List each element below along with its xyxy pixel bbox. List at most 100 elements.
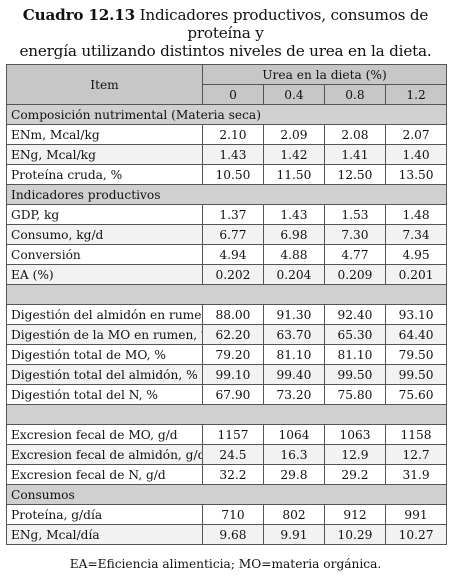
value-cell: 31.9 [384,464,448,485]
table-row: Digestión total del N, % 67.90 73.20 75.80 7… [6,384,448,405]
value-cell: 4.94 [202,244,264,265]
value-cell: 1.43 [202,144,264,165]
row-label: Digestión total de MO, % [6,344,203,365]
value-cell: 81.10 [263,344,325,365]
table-row: Digestión total del almidón, % 99.10 99.40… [6,364,448,385]
value-cell: 6.98 [263,224,325,245]
value-cell: 81.10 [324,344,386,365]
value-cell: 802 [263,504,325,525]
value-cell: 63.70 [263,324,325,345]
table-row: Consumo, kg/d 6.77 6.98 7.30 7.34 [6,224,448,245]
value-cell: 88.00 [202,304,264,325]
table-row: ENm, Mcal/kg 2.10 2.09 2.08 2.07 [6,124,448,145]
value-cell: 1.48 [384,204,448,225]
value-cell: 75.60 [384,384,448,405]
value-cell: 0.209 [324,264,386,285]
value-cell: 92.40 [324,304,386,325]
value-cell: 7.34 [384,224,448,245]
row-label: Digestión total del N, % [6,384,203,405]
value-cell: 2.09 [263,124,325,145]
value-cell: 12.7 [384,444,448,465]
value-cell: 24.5 [202,444,264,465]
header-level: 0.4 [263,84,325,105]
spacer-cell [5,404,448,425]
row-label: Conversión [6,244,203,265]
table-row: Proteína, g/día 710 802 912 991 [6,504,448,525]
table-row: Excresion fecal de almidón, g/d 24.5 16.3 1… [6,444,448,465]
value-cell: 1.42 [263,144,325,165]
value-cell: 79.50 [384,344,448,365]
table-row: ENg, Mcal/día 9.68 9.91 10.29 10.27 [6,524,448,545]
section-label: Indicadores productivos [5,184,448,205]
value-cell: 1.37 [202,204,264,225]
table-caption: Cuadro 12.13 Indicadores productivos, co… [8,6,443,60]
value-cell: 75.80 [324,384,386,405]
value-cell: 64.40 [384,324,448,345]
row-label: ENg, Mcal/día [6,524,203,545]
value-cell: 1158 [384,424,448,445]
value-cell: 99.10 [202,364,264,385]
value-cell: 93.10 [384,304,448,325]
value-cell: 0.204 [263,264,325,285]
value-cell: 79.20 [202,344,264,365]
header-urea-group: Urea en la dieta (%) [201,64,448,85]
value-cell: 1063 [324,424,386,445]
value-cell: 4.77 [324,244,386,265]
row-label: Excresion fecal de MO, g/d [6,424,203,445]
value-cell: 12.50 [324,164,386,185]
section-label: Consumos [5,484,448,505]
section-row: Composición nutrimental (Materia seca) [5,104,448,125]
caption-text-line2: energía utilizando distintos niveles de … [19,42,432,60]
data-table: Item Urea en la dieta (%) 0 0.4 0.8 1.2 … [5,64,448,545]
value-cell: 91.30 [263,304,325,325]
value-cell: 99.40 [263,364,325,385]
table-row: Proteína cruda, % 10.50 11.50 12.50 13.50 [6,164,448,185]
value-cell: 32.2 [202,464,264,485]
row-label: Digestión de la MO en rumen, % [6,324,203,345]
table-row: Digestión total de MO, % 79.20 81.10 81.10 7… [6,344,448,365]
section-label: Composición nutrimental (Materia seca) [5,104,448,125]
value-cell: 29.2 [324,464,386,485]
header-level: 0.8 [324,84,386,105]
value-cell: 1064 [263,424,325,445]
table-row: Conversión 4.94 4.88 4.77 4.95 [6,244,448,265]
footnote: EA=Eficiencia alimenticia; MO=materia or… [69,557,382,571]
value-cell: 99.50 [324,364,386,385]
value-cell: 9.68 [202,524,264,545]
value-cell: 0.202 [202,264,264,285]
row-label: ENg, Mcal/kg [6,144,203,165]
caption-text-line1: Indicadores productivos, consumos de pro… [134,6,429,42]
value-cell: 10.27 [384,524,448,545]
table-row: Digestión de la MO en rumen, % 62.20 63.70… [6,324,448,345]
header-level: 1.2 [384,84,448,105]
table-row: Excresion fecal de MO, g/d 1157 1064 1063 11… [6,424,448,445]
spacer-cell [5,284,448,305]
value-cell: 67.90 [202,384,264,405]
row-label: Digestión total del almidón, % [6,364,203,385]
value-cell: 2.08 [324,124,386,145]
value-cell: 62.20 [202,324,264,345]
section-row: Indicadores productivos [5,184,448,205]
row-label: GDP, kg [6,204,203,225]
row-label: Excresion fecal de N, g/d [6,464,203,485]
table-row: Excresion fecal de N, g/d 32.2 29.8 29.2 31.… [6,464,448,485]
row-label: EA (%) [6,264,203,285]
value-cell: 99.50 [384,364,448,385]
value-cell: 10.29 [324,524,386,545]
row-label: Digestión del almidón en rumen, % [6,304,203,325]
value-cell: 4.95 [384,244,448,265]
header-level: 0 [202,84,264,105]
value-cell: 16.3 [263,444,325,465]
value-cell: 13.50 [384,164,448,185]
value-cell: 1157 [202,424,264,445]
value-cell: 10.50 [202,164,264,185]
value-cell: 1.40 [384,144,448,165]
value-cell: 710 [202,504,264,525]
value-cell: 2.07 [384,124,448,145]
value-cell: 2.10 [202,124,264,145]
table-body: Composición nutrimental (Materia seca) EN… [5,104,448,545]
value-cell: 1.41 [324,144,386,165]
table-row: EA (%) 0.202 0.204 0.209 0.201 [6,264,448,285]
spacer-row [5,284,448,305]
value-cell: 12.9 [324,444,386,465]
